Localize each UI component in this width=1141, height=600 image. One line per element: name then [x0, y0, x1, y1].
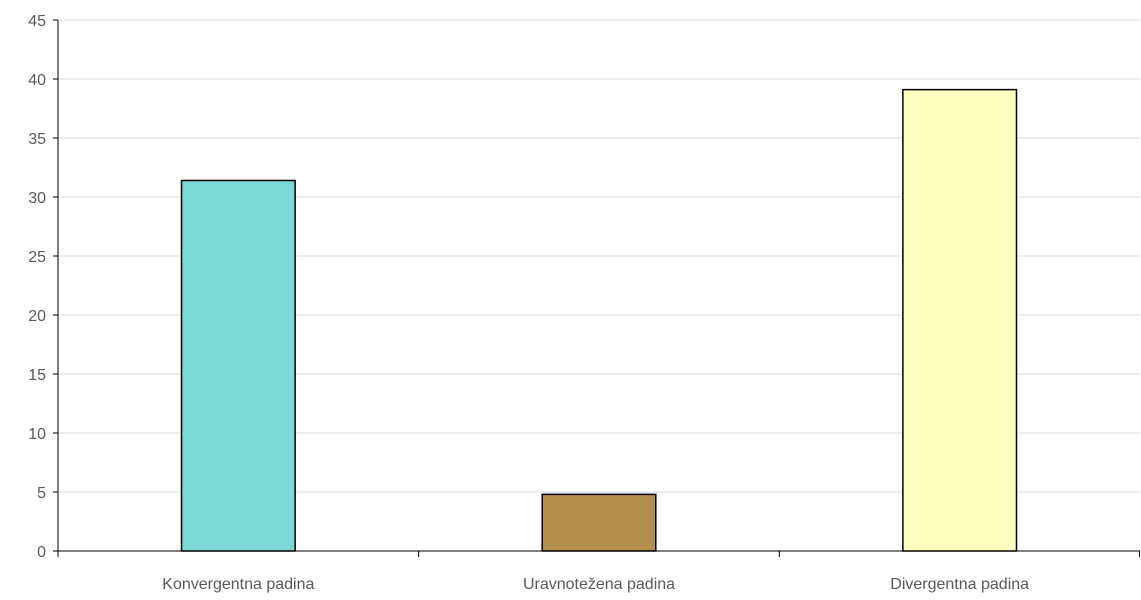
bar: [902, 88, 1018, 552]
y-tick-label: 5: [37, 485, 46, 502]
y-tick-label: 30: [28, 190, 46, 207]
y-tick-label: 20: [28, 308, 46, 325]
y-tick-label: 35: [28, 131, 46, 148]
y-tick-label: 40: [28, 72, 46, 89]
labels: 0 5 10 15 20 25 30 35 40 45 Konvergentna padina Ura…: [28, 13, 1029, 593]
bars: [180, 88, 1018, 552]
y-tick-label: 45: [28, 13, 46, 30]
x-category-label: Divergentna padina: [890, 576, 1029, 593]
x-category-label: Uravnotežena padina: [523, 576, 675, 593]
y-tick-label: 0: [37, 544, 46, 561]
y-tick-label: 10: [28, 426, 46, 443]
y-tick-label: 15: [28, 367, 46, 384]
bar: [180, 179, 296, 552]
x-category-label: Konvergentna padina: [162, 576, 314, 593]
y-tick-label: 25: [28, 249, 46, 266]
axes: [53, 19, 1140, 557]
bar: [541, 493, 657, 552]
